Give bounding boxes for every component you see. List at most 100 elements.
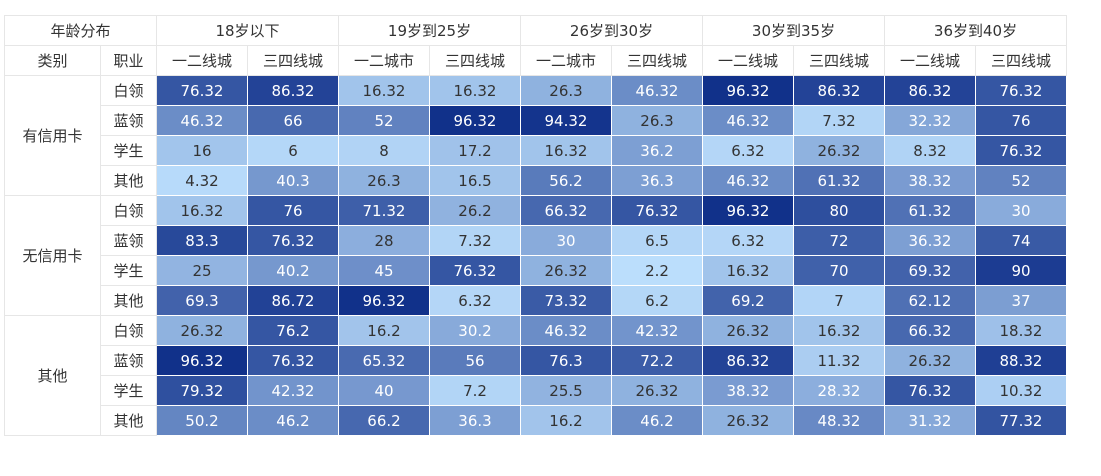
heat-cell: 66.2 (338, 405, 430, 436)
heat-cell: 86.32 (793, 75, 885, 106)
heat-cell: 88.32 (975, 345, 1067, 376)
city-column-header: 一二线城 (156, 45, 248, 76)
heat-cell: 46.32 (156, 105, 248, 136)
heat-cell: 16 (156, 135, 248, 166)
corner-category-label: 类别 (4, 45, 101, 76)
table-row: 其他 69.3 86.72 96.32 6.32 73.32 6.2 69.2 7 62.12 37 (5, 285, 1067, 316)
heat-cell: 76.32 (156, 75, 248, 106)
header-row-city: 类别 职业 一二线城 三四线城 一二城市 三四线城 一二城市 三四线城 一二线城 三四线城 一二线城… (4, 45, 1067, 76)
city-column-header: 三四线城 (429, 45, 521, 76)
heat-cell: 16.2 (520, 405, 612, 436)
heat-cell: 86.32 (702, 345, 794, 376)
occupation-label: 学生 (100, 255, 157, 286)
occupation-label: 其他 (100, 285, 157, 316)
heat-cell: 38.32 (884, 165, 976, 196)
heat-cell: 46.32 (702, 105, 794, 136)
heat-cell: 76.32 (611, 195, 703, 226)
heat-cell: 50.2 (156, 405, 248, 436)
age-group-header: 19岁到25岁 (338, 15, 521, 46)
heat-cell: 96.32 (338, 285, 430, 316)
heat-cell: 48.32 (793, 405, 885, 436)
heat-cell: 56.2 (520, 165, 612, 196)
city-column-header: 一二城市 (520, 45, 612, 76)
heat-cell: 94.32 (520, 105, 612, 136)
heat-cell: 26.32 (611, 375, 703, 406)
occupation-label: 其他 (100, 165, 157, 196)
heat-cell: 69.3 (156, 285, 248, 316)
heat-cell: 7.32 (429, 225, 521, 256)
heat-cell: 26.32 (793, 135, 885, 166)
heat-cell: 16.32 (702, 255, 794, 286)
heat-cell: 79.32 (156, 375, 248, 406)
heat-cell: 10.32 (975, 375, 1067, 406)
heat-cell: 72.2 (611, 345, 703, 376)
occupation-label: 白领 (100, 75, 157, 106)
heat-cell: 76 (247, 195, 339, 226)
heat-cell: 76.32 (975, 75, 1067, 106)
heat-cell: 61.32 (884, 195, 976, 226)
heat-cell: 56 (429, 345, 521, 376)
occupation-label: 学生 (100, 375, 157, 406)
heat-cell: 7.32 (793, 105, 885, 136)
heat-cell: 6.32 (702, 135, 794, 166)
heat-cell: 66.32 (884, 315, 976, 346)
heat-cell: 76.3 (520, 345, 612, 376)
heat-cell: 25.5 (520, 375, 612, 406)
heat-cell: 76 (975, 105, 1067, 136)
heat-cell: 61.32 (793, 165, 885, 196)
heatmap-table: 年龄分布 18岁以下 19岁到25岁 26岁到30岁 30岁到35岁 36岁到40岁 类别职… (4, 15, 1067, 436)
heat-cell: 26.32 (520, 255, 612, 286)
heat-cell: 26.3 (611, 105, 703, 136)
heat-cell: 80 (793, 195, 885, 226)
heat-cell: 6.32 (429, 285, 521, 316)
occupation-label: 蓝领 (100, 105, 157, 136)
heat-cell: 31.32 (884, 405, 976, 436)
heat-cell: 40.2 (247, 255, 339, 286)
age-group-header: 30岁到35岁 (702, 15, 885, 46)
heat-cell: 30 (975, 195, 1067, 226)
heat-cell: 26.32 (702, 405, 794, 436)
heat-cell: 36.3 (429, 405, 521, 436)
heat-cell: 46.2 (247, 405, 339, 436)
heat-cell: 83.3 (156, 225, 248, 256)
table-row: 无信用卡 白领 16.32 76 71.32 26.2 66.32 76.32 96.32 80 6… (4, 195, 1067, 316)
table-row: 有信用卡 白领 76.32 86.32 16.32 16.32 26.3 46.32 96.32… (4, 75, 1067, 196)
heat-cell: 46.32 (702, 165, 794, 196)
heat-cell: 42.32 (247, 375, 339, 406)
table-row: 学生 16 6 8 17.2 16.32 36.2 6.32 26.32 8.32 76.32 (5, 135, 1067, 166)
heat-cell: 17.2 (429, 135, 521, 166)
heat-cell: 42.32 (611, 315, 703, 346)
heat-cell: 40 (338, 375, 430, 406)
heat-cell: 6.5 (611, 225, 703, 256)
city-column-header: 三四线城 (611, 45, 703, 76)
heat-cell: 69.2 (702, 285, 794, 316)
occupation-label: 蓝领 (100, 345, 157, 376)
heatmap-table-wrapper: 年龄分布 18岁以下 19岁到25岁 26岁到30岁 30岁到35岁 36岁到40岁 类别职… (4, 15, 1067, 436)
heatmap-body: 年龄分布 18岁以下 19岁到25岁 26岁到30岁 30岁到35岁 36岁到40岁 类别职… (4, 15, 1067, 436)
heat-cell: 16.32 (520, 135, 612, 166)
corner-occupation-label: 职业 (100, 45, 157, 76)
heat-cell: 36.2 (611, 135, 703, 166)
heat-cell: 30 (520, 225, 612, 256)
heat-cell: 96.32 (702, 75, 794, 106)
category-label: 无信用卡 (4, 195, 101, 316)
heat-cell: 30.2 (429, 315, 521, 346)
occupation-label: 其他 (100, 405, 157, 436)
heat-cell: 26.32 (884, 345, 976, 376)
city-column-header: 一二城市 (338, 45, 430, 76)
heat-cell: 26.3 (338, 165, 430, 196)
table-row: 学生 25 40.2 45 76.32 26.32 2.2 16.32 70 69.32 90 (5, 255, 1067, 286)
heat-cell: 77.32 (975, 405, 1067, 436)
category-label: 有信用卡 (4, 75, 101, 196)
occupation-label: 白领 (100, 315, 157, 346)
category-label: 其他 (4, 315, 101, 436)
heat-cell: 74 (975, 225, 1067, 256)
table-row: 其他 白领 26.32 76.2 16.2 30.2 46.32 42.32 26.32 16.3… (4, 315, 1067, 436)
heat-cell: 6.32 (702, 225, 794, 256)
heat-cell: 96.32 (702, 195, 794, 226)
heat-cell: 76.2 (247, 315, 339, 346)
heat-cell: 72 (793, 225, 885, 256)
heat-cell: 16.32 (429, 75, 521, 106)
occupation-label: 白领 (100, 195, 157, 226)
heat-cell: 86.72 (247, 285, 339, 316)
